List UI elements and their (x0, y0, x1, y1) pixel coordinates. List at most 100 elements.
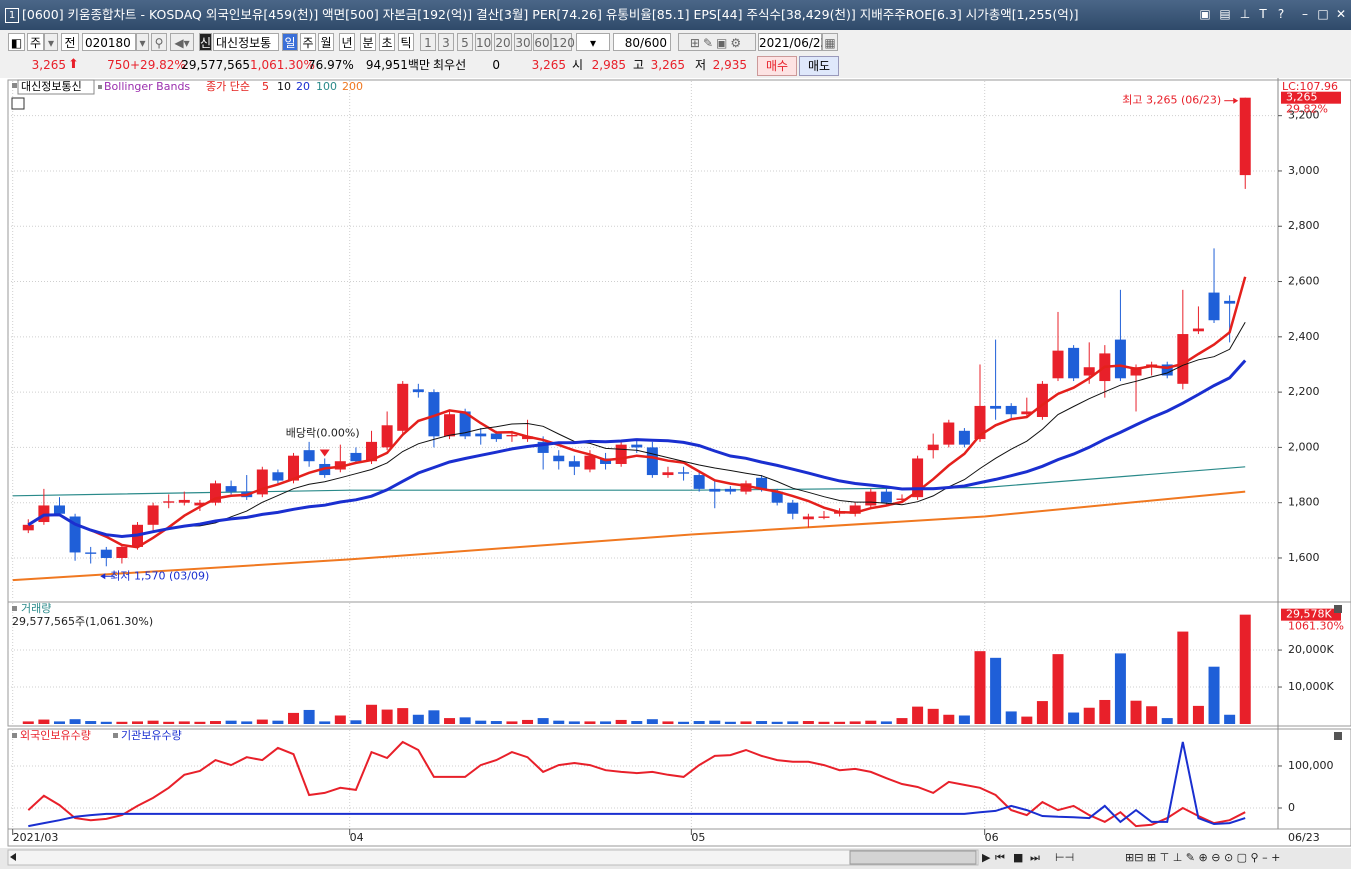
x-tick-label: 04 (350, 831, 364, 844)
volume-bar (272, 720, 284, 724)
candle-body (958, 430, 970, 445)
up-arrow: ⬆ (68, 57, 79, 72)
volume-bar (241, 721, 253, 724)
volume-bar (974, 651, 986, 724)
volume-bar (1161, 718, 1173, 724)
candle-body (771, 491, 783, 503)
scroll-control[interactable]: ⊢⊣ (1055, 851, 1074, 864)
volume-bar (381, 709, 393, 724)
count-input[interactable]: 80/600 (613, 33, 671, 51)
candle-body (1239, 97, 1251, 176)
period-button[interactable]: 분 (360, 33, 376, 51)
market-select[interactable]: 주 (27, 33, 44, 51)
candle-body (1021, 411, 1033, 415)
candle-body (787, 502, 799, 514)
legend-ma-period: 100 (316, 80, 337, 93)
volume-bar (210, 721, 222, 724)
title-bar: 1 [0600] 키움종합차트 - KOSDAQ 외국인보유[459(천)] 액… (0, 0, 1351, 30)
calendar-button[interactable]: ▦ (822, 33, 838, 51)
period-button[interactable]: 주 (300, 33, 316, 51)
close-button[interactable]: ✕ (1335, 7, 1347, 21)
volume-bar (927, 708, 939, 724)
toolbar-icon[interactable]: ◧ (8, 33, 25, 51)
candle-body (288, 455, 300, 481)
window-button[interactable]: ▣ (1199, 7, 1211, 21)
y-tick-label: 0 (1288, 801, 1295, 814)
amount: 94,951백만 (365, 58, 430, 72)
interval-button[interactable]: 5 (457, 33, 473, 51)
scroll-control[interactable]: ⏭ (1030, 851, 1040, 864)
search-button[interactable]: ⚲ (151, 33, 167, 51)
minimize-button[interactable]: – (1302, 7, 1308, 21)
period-button[interactable]: 년 (339, 33, 355, 51)
code-input[interactable]: 020180 (82, 33, 136, 51)
window-button[interactable]: ? (1277, 7, 1285, 21)
interval-button[interactable]: 10 (475, 33, 492, 51)
period-button[interactable]: 월 (318, 33, 334, 51)
dropdown[interactable]: ▾ (576, 33, 610, 51)
candle-body (927, 444, 939, 451)
legend-box (17, 79, 95, 95)
scroll-control[interactable]: ⏮ (995, 851, 1005, 864)
moving-average-line (27, 359, 1247, 539)
volume-bar (990, 657, 1002, 724)
volume-bar (693, 721, 705, 724)
candle-body (53, 505, 65, 514)
candle-body (428, 392, 440, 437)
best-label: 최우선 (433, 58, 467, 72)
dropdown[interactable]: ▾ (44, 33, 58, 51)
candle-body (1114, 339, 1126, 379)
interval-button[interactable]: 3 (438, 33, 454, 51)
candle-body (990, 405, 1002, 409)
scroll-control[interactable]: ■ (1013, 851, 1023, 864)
maximize-button[interactable]: □ (1317, 7, 1329, 21)
volume-bar (131, 721, 143, 724)
event-marker (319, 449, 330, 457)
tool-icons[interactable]: ⊞✎▣⚙ (678, 33, 756, 51)
window-button[interactable]: ▤ (1219, 7, 1231, 21)
window-button[interactable]: T (1259, 7, 1267, 21)
interval-button[interactable]: 1 (420, 33, 436, 51)
volume-bar (334, 715, 346, 724)
period-button[interactable]: 일 (282, 33, 298, 51)
candle-body (693, 475, 705, 489)
moving-average-line (28, 322, 1246, 538)
legend-name: 대신정보통신 (21, 80, 82, 93)
candle-body (334, 461, 346, 470)
sell-button[interactable]: 매도 (799, 56, 839, 76)
volume-bar (475, 720, 487, 724)
all-button[interactable]: 전 (61, 33, 79, 51)
candle-body (1177, 334, 1189, 384)
interval-button[interactable]: 30 (514, 33, 532, 51)
date-input[interactable]: 2021/06/23 (758, 33, 828, 51)
volume-bar (1177, 631, 1189, 724)
volume-bar (818, 721, 830, 724)
price: 3,265 (31, 58, 66, 72)
buy-button[interactable]: 매수 (757, 56, 797, 76)
interval-button[interactable]: 120 (551, 33, 575, 51)
sound-button[interactable]: ◀▾ (170, 33, 194, 51)
window-button[interactable]: ⊥ (1239, 7, 1251, 21)
dropdown[interactable]: ▾ (136, 33, 149, 51)
candle-body (802, 516, 814, 520)
interval-button[interactable]: 20 (494, 33, 512, 51)
scroll-control[interactable]: ▶ (982, 851, 991, 864)
y-tick-label: 2,600 (1288, 275, 1320, 288)
volume-bar (802, 721, 814, 724)
grid-icon (11, 97, 25, 110)
volume-bar (412, 714, 424, 724)
period-button[interactable]: 틱 (398, 33, 414, 51)
volume-bar (1208, 666, 1220, 724)
candle-body (397, 383, 409, 431)
legend-icon (12, 733, 17, 738)
x-tick-label: 05 (691, 831, 705, 844)
volume-bar (896, 718, 908, 724)
candle-body (740, 483, 752, 492)
scroll-control[interactable]: ⊞⊟ ⊞ ⊤ ⊥ ✎ ⊕ ⊖ ⊙ ▢ ⚲ – + (1125, 851, 1280, 864)
interval-button[interactable]: 60 (533, 33, 551, 51)
candle-body (912, 458, 924, 498)
candle-body (194, 502, 206, 506)
x-tick-label: 2021/03 (13, 831, 59, 844)
volume-bar (537, 718, 549, 724)
period-button[interactable]: 초 (379, 33, 395, 51)
